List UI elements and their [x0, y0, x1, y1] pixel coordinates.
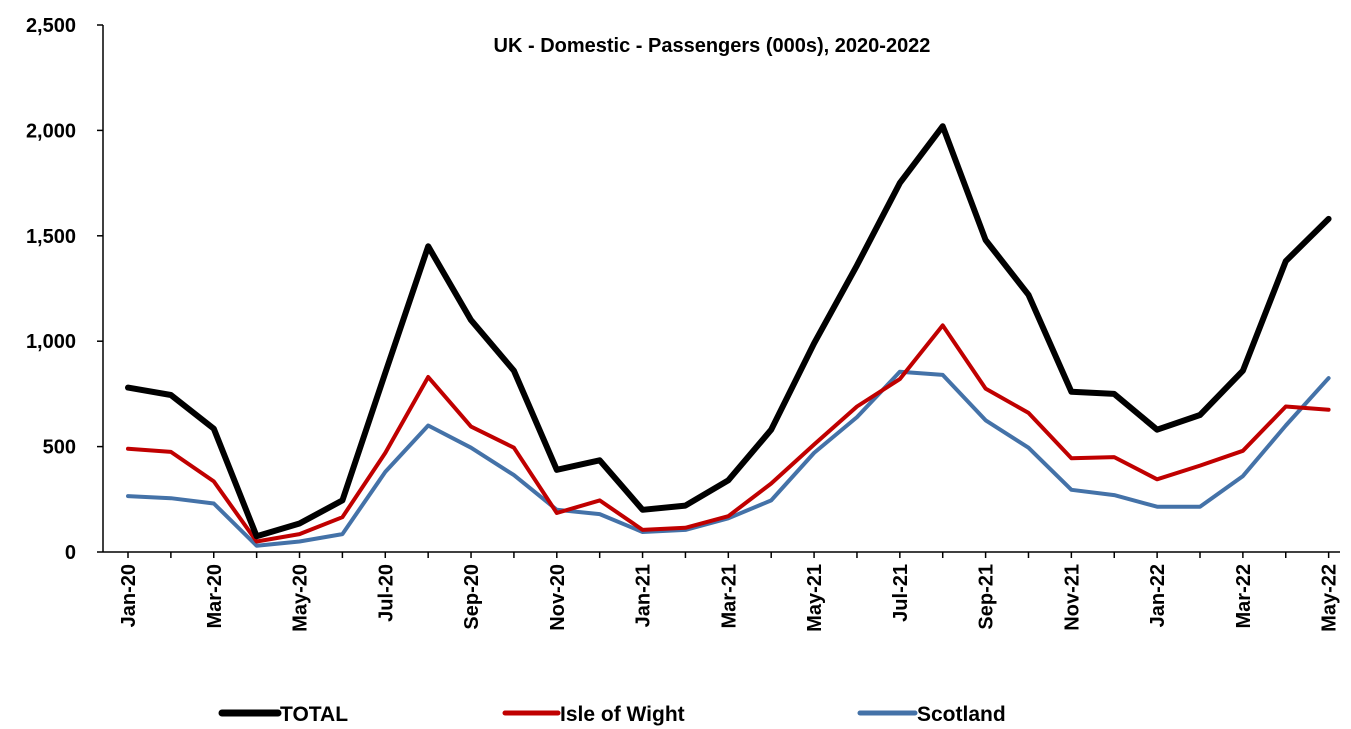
- legend: TOTAL Isle of Wight Scotland: [218, 703, 1006, 726]
- x-tick-label: May-20: [290, 564, 312, 632]
- x-tick-label: Sep-20: [461, 564, 483, 630]
- x-tick-label: Mar-22: [1233, 564, 1255, 628]
- series-lines: [125, 123, 1332, 548]
- x-tick-label: Nov-21: [1061, 564, 1083, 631]
- x-tick-label: Jan-20: [118, 564, 140, 627]
- x-tick-label: Mar-20: [204, 564, 226, 628]
- y-axis: 0 500 1,000 1,500 2,000 2,500: [26, 15, 104, 564]
- y-tick-label: 1,000: [26, 331, 76, 353]
- y-tick-label: 1,500: [26, 226, 76, 248]
- legend-label-isle-of-wight: Isle of Wight: [560, 703, 685, 726]
- x-tick-label: Mar-21: [718, 564, 740, 628]
- x-tick-label: May-22: [1319, 564, 1341, 632]
- series-line-total: [125, 123, 1332, 540]
- x-tick-label: May-21: [804, 564, 826, 632]
- x-tick-label: Nov-20: [547, 564, 569, 631]
- chart-title: UK - Domestic - Passengers (000s), 2020-…: [494, 35, 931, 57]
- y-tick-label: 0: [65, 542, 76, 564]
- x-tick-label: Jul-21: [890, 564, 912, 622]
- x-tick-label: Jan-21: [633, 564, 655, 627]
- x-tick-label: Sep-21: [976, 564, 998, 630]
- y-tick-label: 2,500: [26, 15, 76, 37]
- y-tick-label: 2,000: [26, 120, 76, 142]
- x-tick-label: Jul-20: [375, 564, 397, 622]
- y-tick-label: 500: [43, 437, 76, 459]
- x-tick-label: Jan-22: [1147, 564, 1169, 627]
- legend-label-total: TOTAL: [280, 703, 348, 726]
- legend-label-scotland: Scotland: [917, 703, 1006, 726]
- x-axis: Jan-20 Mar-20 May-20 Jul-20 Sep-20 Nov-20 Jan-…: [103, 551, 1341, 632]
- series-line-isle-of-wight: [126, 323, 1331, 544]
- series-line-scotland: [126, 369, 1331, 548]
